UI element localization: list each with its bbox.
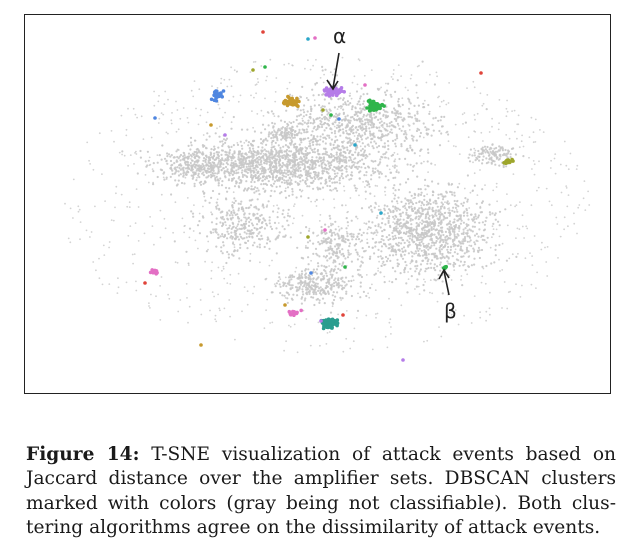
tsne-scatter-plot: α β xyxy=(64,24,591,362)
dbscan-clusters xyxy=(143,30,515,362)
caption-text: T-SNE visualization of attack events bas… xyxy=(26,443,616,539)
tsne-figure: α β xyxy=(24,14,611,394)
alpha-arrow xyxy=(326,52,340,91)
cluster-annotations: α β xyxy=(326,24,457,323)
figure-caption: Figure 14: T-SNE visualization of attack… xyxy=(26,443,616,541)
figure-number: Figure 14: xyxy=(26,443,140,465)
unclassified-points xyxy=(64,56,591,354)
beta-arrow xyxy=(438,268,450,296)
beta-label: β xyxy=(444,299,457,323)
alpha-label: α xyxy=(333,24,346,48)
